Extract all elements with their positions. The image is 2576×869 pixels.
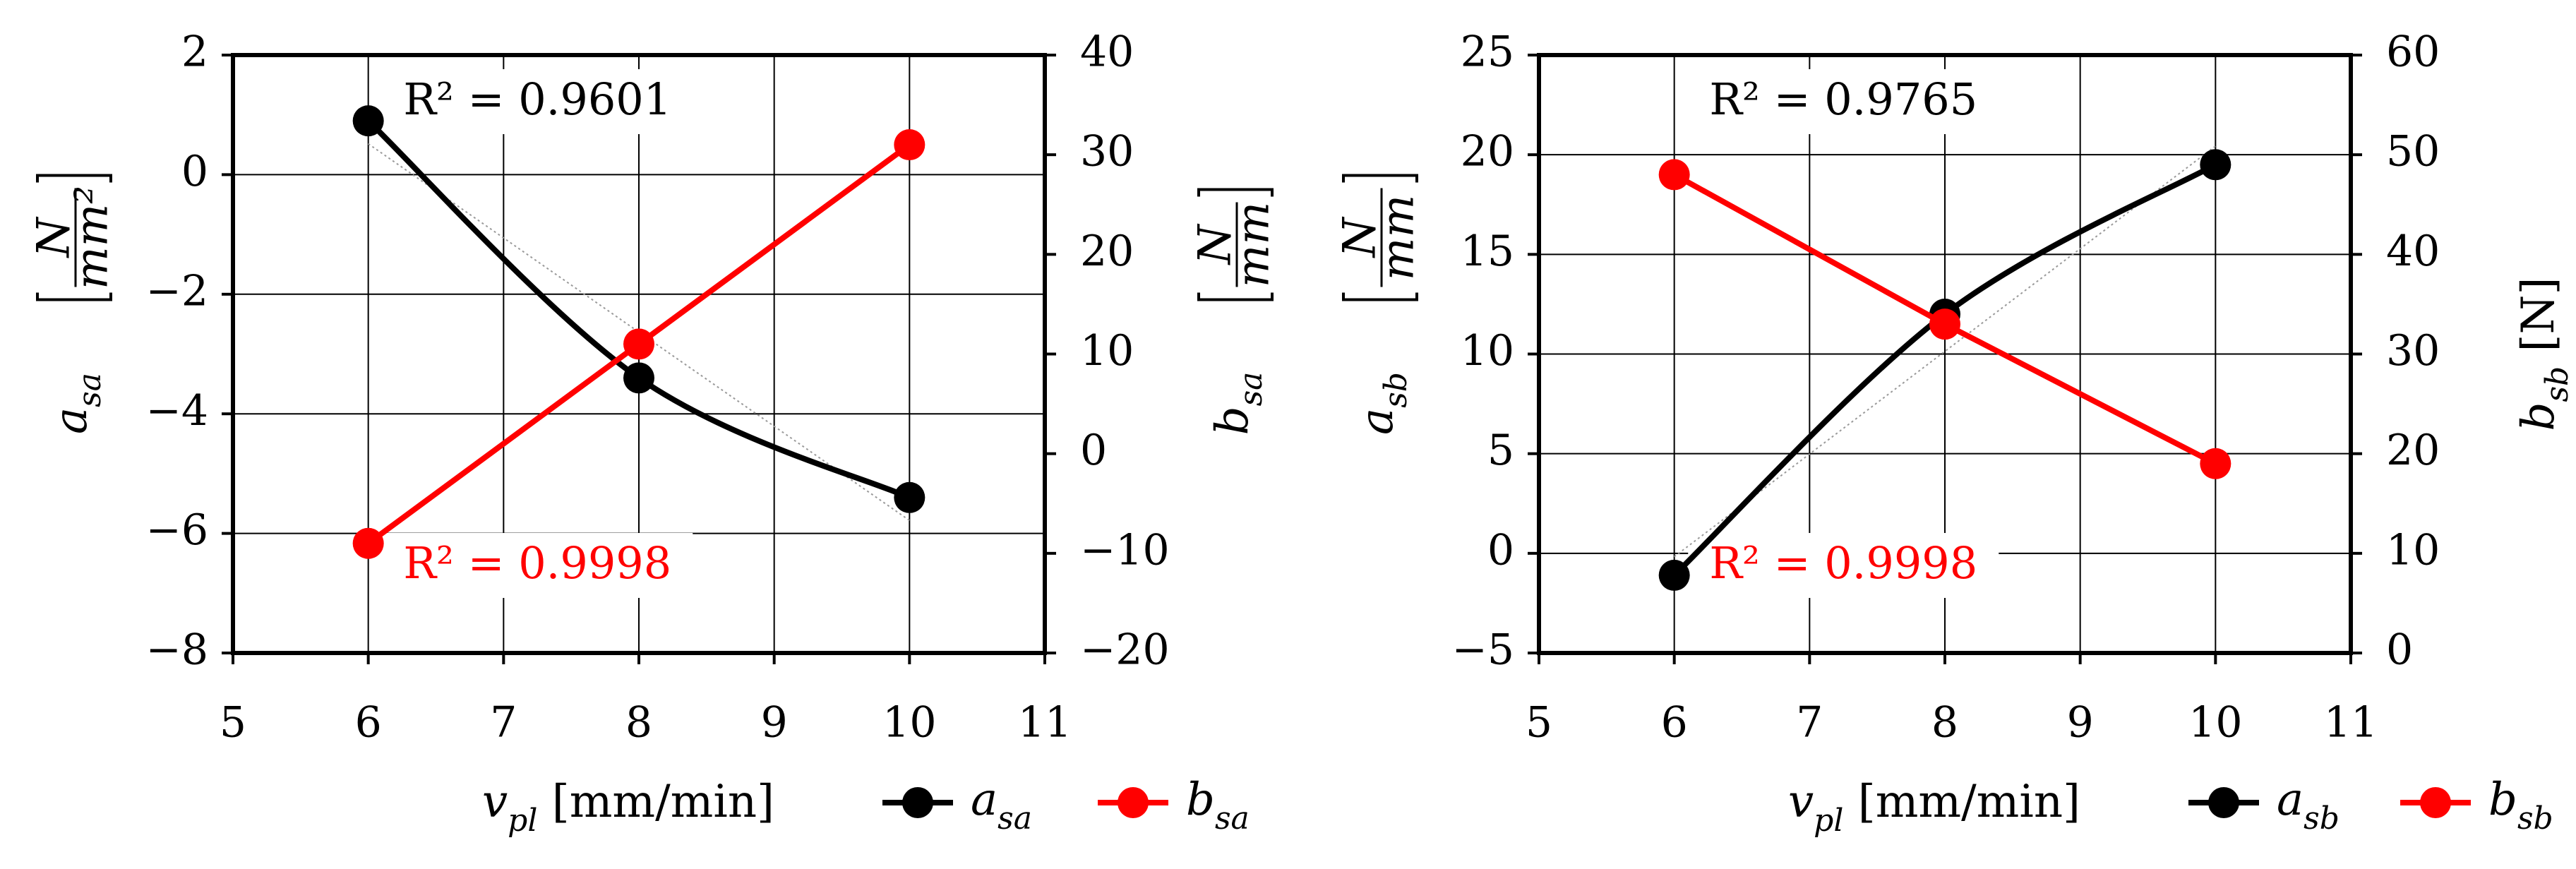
x-tick-label: 5 [1526, 698, 1552, 748]
data-point-b_sb-3 [2200, 448, 2231, 479]
data-point-a_sb-3 [2200, 149, 2231, 181]
x-tick-label: 5 [220, 698, 246, 748]
unit-denominator: mm² [66, 186, 119, 289]
legend-label: bsa [1186, 774, 1250, 837]
right-tick-label: 60 [2386, 28, 2440, 77]
bracket-close [1197, 188, 1274, 197]
x-axis-label: vpl [mm/min] [1788, 776, 2080, 839]
legend-entry-b_sa: bsa [1098, 774, 1250, 837]
bracket-open [1342, 292, 1418, 301]
r2-label-b_sb: R² = 0.9998 [1709, 537, 1977, 589]
data-point-a_sa-3 [894, 481, 925, 513]
data-point-b_sa-1 [352, 527, 384, 559]
unit-numerator: N [1190, 224, 1242, 266]
data-point-b_sa-2 [623, 328, 654, 360]
data-point-a_sa-1 [352, 105, 384, 137]
left-tick-label: −6 [146, 505, 208, 555]
legend-marker [2208, 787, 2239, 818]
left-tick-label: −8 [146, 625, 208, 675]
left-tick-label: 25 [1461, 28, 1514, 77]
legend-marker [902, 787, 933, 818]
right-tick-label: 20 [2386, 426, 2440, 475]
left-tick-label: 5 [1487, 426, 1514, 475]
legend-entry-b_sb: bsb [2400, 774, 2553, 837]
unit-numerator: N [28, 217, 80, 259]
right-tick-label: 40 [2386, 227, 2440, 276]
data-point-a_sb-1 [1658, 559, 1690, 591]
left-tick-label: 0 [181, 147, 208, 196]
left-tick-label: 20 [1461, 127, 1514, 176]
r2-box-red [382, 533, 693, 598]
y-axis-label-right: bsa Nmm [1190, 188, 1280, 436]
x-tick-label: 11 [1018, 698, 1072, 748]
data-point-b_sa-3 [894, 129, 925, 161]
r2-box-black [1688, 69, 1999, 134]
legend-label: bsb [2488, 774, 2553, 837]
left-tick-label: −2 [146, 266, 208, 316]
data-point-b_sb-1 [1658, 159, 1690, 191]
r2-label-a_sa: R² = 0.9601 [403, 73, 671, 125]
right-tick-label: 10 [1080, 326, 1134, 376]
x-axis-label: vpl [mm/min] [482, 776, 774, 839]
legend-marker [1118, 787, 1149, 818]
legend-label: asa [971, 774, 1032, 837]
x-tick-label: 10 [882, 698, 936, 748]
legend-label: asb [2277, 774, 2340, 837]
bracket-open [36, 292, 112, 301]
x-tick-label: 9 [2067, 698, 2094, 748]
unit-numerator: N [1334, 217, 1386, 259]
right-tick-label: 30 [1080, 127, 1134, 176]
y-right-var: bsb [N] [2512, 277, 2576, 431]
x-tick-label: 7 [490, 698, 517, 748]
x-tick-label: 6 [355, 698, 382, 748]
right-tick-label: 40 [1080, 28, 1134, 77]
right-tick-label: −10 [1080, 525, 1170, 575]
legend-marker [2420, 787, 2451, 818]
right-tick-label: −20 [1080, 625, 1170, 675]
right-tick-label: 20 [1080, 227, 1134, 276]
right-tick-label: 0 [1080, 426, 1107, 475]
right-tick-label: 50 [2386, 127, 2440, 176]
y-left-var: asa [45, 373, 109, 434]
x-tick-label: 10 [2188, 698, 2242, 748]
legend-entry-a_sa: asa [882, 774, 1032, 837]
left-tick-label: −5 [1452, 625, 1514, 675]
r2-box-black [382, 69, 693, 134]
y-left-var: asb [1351, 372, 1415, 435]
right-tick-label: 10 [2386, 525, 2440, 575]
bracket-close [1342, 174, 1418, 183]
unit-denominator: mm [1228, 202, 1280, 287]
x-tick-label: 7 [1796, 698, 1823, 748]
y-right-var: bsa [1206, 372, 1270, 436]
r2-label-a_sb: R² = 0.9765 [1709, 73, 1977, 125]
x-tick-label: 11 [2324, 698, 2378, 748]
right-tick-label: 30 [2386, 326, 2440, 376]
data-point-b_sb-2 [1929, 308, 1960, 340]
right-tick-label: 0 [2386, 625, 2413, 675]
x-tick-label: 6 [1661, 698, 1688, 748]
left-tick-label: −4 [146, 386, 208, 436]
data-point-a_sa-2 [623, 362, 654, 394]
chart-panel-2: R² = 0.9765 R² = 0.9998 5 6 7 8 9 10 11 −5 0 5 10 15 2… [1334, 28, 2576, 839]
left-tick-label: 0 [1487, 525, 1514, 575]
left-tick-label: 10 [1461, 326, 1514, 376]
x-tick-label: 8 [625, 698, 652, 748]
x-tick-label: 9 [761, 698, 788, 748]
y-axis-label-left: asb Nmm [1334, 174, 1425, 435]
y-axis-label-right: bsb [N] [2512, 277, 2576, 431]
r2-label-b_sa: R² = 0.9998 [403, 537, 671, 589]
left-tick-label: 2 [181, 28, 208, 77]
trendline-a_sa [368, 143, 910, 522]
legend-entry-a_sb: asb [2188, 774, 2340, 837]
x-tick-label: 8 [1931, 698, 1958, 748]
bracket-open [1197, 292, 1274, 301]
r2-box-red [1688, 533, 1999, 598]
unit-denominator: mm [1372, 195, 1425, 280]
bracket-close [36, 174, 112, 183]
left-tick-label: 15 [1461, 227, 1514, 276]
